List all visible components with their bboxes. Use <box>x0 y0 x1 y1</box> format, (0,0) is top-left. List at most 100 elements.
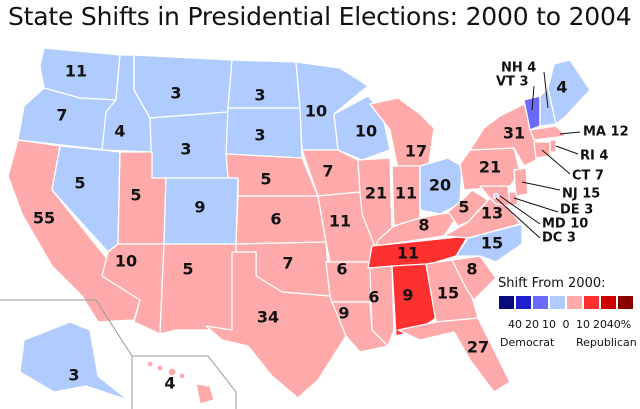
value-ny: 31 <box>503 124 525 143</box>
state-me[interactable] <box>547 59 591 125</box>
value-ks: 6 <box>270 210 281 229</box>
value-wy: 3 <box>180 140 191 159</box>
state-sc[interactable] <box>451 255 497 301</box>
value-ut: 5 <box>130 186 141 205</box>
state-ms[interactable] <box>369 265 395 347</box>
value-ga: 15 <box>437 284 459 303</box>
value-me: 4 <box>556 78 567 97</box>
value-pa: 21 <box>479 158 501 177</box>
legend-tick: 20 <box>593 318 607 331</box>
state-nm[interactable] <box>159 243 237 335</box>
leader-dc <box>495 197 541 239</box>
leader-de <box>513 197 559 213</box>
callout-dc: DC 3 <box>542 231 576 246</box>
value-ca: 55 <box>33 209 55 228</box>
value-tx: 34 <box>257 308 279 327</box>
hawaii-inset-frame <box>132 355 237 409</box>
value-oh: 20 <box>429 176 451 195</box>
value-ak: 3 <box>68 366 79 385</box>
callout-leaders <box>495 71 581 239</box>
value-az: 10 <box>115 252 137 271</box>
legend-ticks: 40 20 10 0 10 20 40% <box>498 318 638 334</box>
value-wv: 5 <box>458 198 469 217</box>
legend-swatch-dem-40 <box>498 295 515 310</box>
value-fl: 27 <box>467 338 489 357</box>
state-az[interactable] <box>101 243 165 335</box>
map-title: State Shifts in Presidential Elections: … <box>8 2 632 31</box>
value-il: 21 <box>365 184 387 203</box>
callout-nh: NH 4 <box>501 61 536 76</box>
legend-swatches <box>498 295 638 310</box>
legend-tick: 40% <box>606 318 632 331</box>
value-va: 13 <box>481 204 503 223</box>
state-tx[interactable] <box>205 251 347 399</box>
value-nm: 5 <box>182 260 193 279</box>
state-value-labels: 11 7 55 4 5 3 3 5 10 9 5 3 3 5 6 7 34 10… <box>33 62 568 393</box>
leader-nj <box>521 181 561 191</box>
value-la: 9 <box>338 304 349 323</box>
state-ar[interactable] <box>325 261 375 303</box>
value-nv: 5 <box>74 174 85 193</box>
value-wa: 11 <box>65 62 87 81</box>
value-sd: 3 <box>254 126 265 145</box>
state-hi[interactable] <box>146 360 215 405</box>
legend-republican-label: Republican <box>576 336 637 349</box>
callout-md: MD 10 <box>542 217 588 232</box>
state-wv[interactable] <box>447 189 489 227</box>
state-ne[interactable] <box>225 153 319 197</box>
state-tn[interactable] <box>367 235 469 269</box>
leader-nh <box>543 71 549 109</box>
legend-swatch-rep-20 <box>600 295 617 310</box>
leader-vt <box>531 85 535 111</box>
state-ak[interactable] <box>19 321 129 401</box>
legend-title: Shift From 2000: <box>498 276 606 291</box>
callout-ri: RI 4 <box>580 149 608 164</box>
leader-md <box>499 195 541 225</box>
small-state-callouts: NH 4 VT 3 MA 12 RI 4 CT 7 NJ 15 DE 3 MD … <box>496 61 629 246</box>
legend-democrat-label: Democrat <box>500 336 555 349</box>
value-ms: 6 <box>368 288 379 307</box>
value-ok: 7 <box>282 254 293 273</box>
callout-vt: VT 3 <box>496 75 529 90</box>
legend-tick: 20 <box>525 318 539 331</box>
value-tn: 11 <box>397 244 419 263</box>
legend-swatch-rep-40 <box>617 295 634 310</box>
value-sc: 8 <box>466 260 477 279</box>
state-ri[interactable] <box>549 139 557 153</box>
legend-tick: 10 <box>542 318 556 331</box>
state-fl[interactable] <box>397 317 511 393</box>
value-al: 9 <box>402 286 413 305</box>
value-mn: 10 <box>305 102 327 121</box>
value-mo: 11 <box>329 212 351 231</box>
value-ar: 6 <box>336 260 347 279</box>
value-ia: 7 <box>322 162 333 181</box>
leader-ri <box>555 145 579 155</box>
legend-swatch-dem-0 <box>549 295 566 310</box>
state-ma[interactable] <box>529 125 567 141</box>
value-or: 7 <box>56 106 67 125</box>
state-mt[interactable] <box>133 54 233 119</box>
legend-tick: 0 <box>562 318 570 331</box>
callout-ma: MA 12 <box>583 125 629 140</box>
value-mt: 3 <box>170 84 181 103</box>
state-ga[interactable] <box>425 259 479 323</box>
legend-sides: Democrat Republican <box>498 336 638 350</box>
value-ky: 8 <box>418 216 429 235</box>
state-nj[interactable] <box>513 167 529 197</box>
value-id: 4 <box>114 122 125 141</box>
legend-swatch-rep-10 <box>583 295 600 310</box>
leader-ct <box>541 149 571 175</box>
alaska-inset-frame <box>0 299 133 409</box>
callout-ct: CT 7 <box>572 169 604 184</box>
value-mi: 17 <box>405 142 427 161</box>
callout-de: DE 3 <box>560 203 593 218</box>
state-dc[interactable] <box>493 193 499 199</box>
legend-tick: 10 <box>576 318 590 331</box>
value-nc: 15 <box>481 234 503 253</box>
callout-nj: NJ 15 <box>562 187 600 202</box>
legend-swatch-rep-0 <box>566 295 583 310</box>
state-mi[interactable] <box>369 97 435 171</box>
value-co: 9 <box>194 198 205 217</box>
leader-ma <box>559 131 581 135</box>
